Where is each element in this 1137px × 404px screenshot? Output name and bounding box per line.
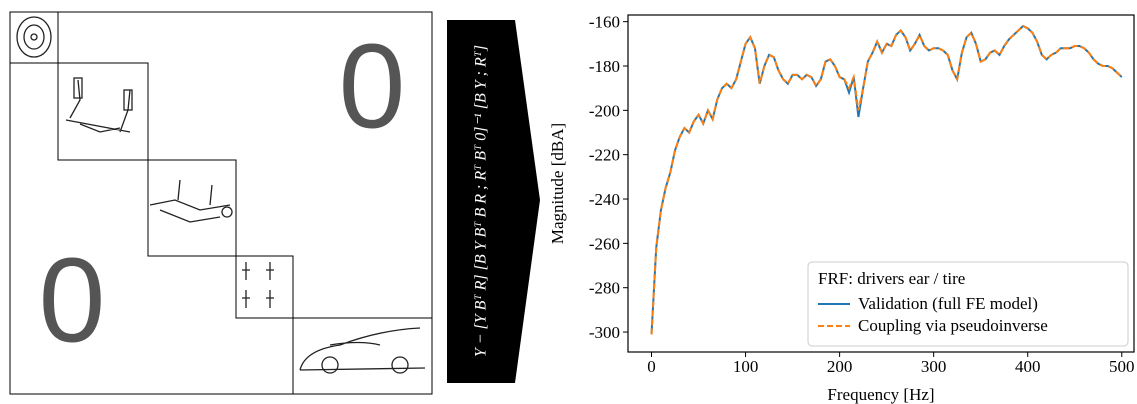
block (9, 11, 59, 64)
y-tick-label: -200 (589, 101, 620, 120)
subframe-icon (149, 179, 233, 223)
y-tick-label: -160 (589, 13, 620, 32)
arrow (447, 20, 540, 383)
legend-title: FRF: drivers ear / tire (818, 269, 965, 288)
car-icon (299, 327, 426, 374)
axle-icon (65, 77, 133, 133)
axes-frame (627, 14, 1135, 353)
block (57, 62, 149, 161)
spring-icon (242, 262, 274, 308)
x-tick-label: 100 (733, 357, 759, 376)
block-diagram: 0 0 (9, 11, 433, 395)
block (235, 255, 294, 319)
x-tick-label: 200 (827, 357, 853, 376)
y-axis-label: Magnitude [dBA] (548, 123, 567, 244)
y-tick-label: -220 (589, 146, 620, 165)
y-tick-label: -300 (589, 323, 620, 342)
y-tick-label: -240 (589, 190, 620, 209)
line-series (650, 24, 1123, 335)
legend-label: Coupling via pseudoinverse (858, 316, 1048, 335)
x-tick-label: 500 (1109, 357, 1135, 376)
tire-icon (16, 16, 52, 58)
zero-label: 0 (339, 20, 406, 154)
block (292, 317, 433, 395)
x-axis-label: Frequency [Hz] (827, 385, 934, 404)
matrix-frame (9, 11, 433, 395)
block (147, 159, 237, 257)
formula: Y − [Y Bᵀ R] [B Y Bᵀ B R ; Rᵀ Bᵀ 0]⁻¹ [B… (473, 45, 490, 357)
line-chart: 0 100 200 300 400 500 -160 -180 -200 -220 -240 -260… (548, 13, 1135, 404)
zero-label: 0 (39, 234, 106, 368)
legend-label: Validation (full FE model) (858, 294, 1038, 313)
x-tick-label: 300 (921, 357, 947, 376)
legend-box (807, 261, 1129, 347)
y-tick-label: -260 (589, 234, 620, 253)
y-tick-label: -280 (589, 279, 620, 298)
y-tick-label: -180 (589, 57, 620, 76)
x-tick-label: 0 (647, 357, 656, 376)
x-tick-label: 400 (1015, 357, 1041, 376)
